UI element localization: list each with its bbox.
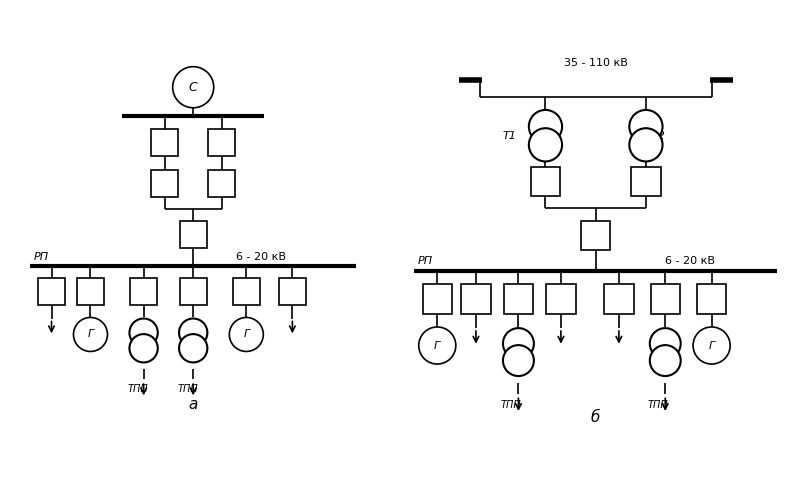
Bar [547, 284, 576, 314]
Text: T2: T2 [652, 130, 666, 141]
Circle shape [419, 327, 456, 364]
Bar [461, 284, 490, 314]
Text: a: a [188, 397, 198, 412]
Text: ТПП: ТПП [128, 384, 148, 394]
Bar [605, 284, 634, 314]
Circle shape [130, 334, 158, 362]
Circle shape [130, 318, 158, 347]
Circle shape [503, 345, 534, 376]
Bar [130, 279, 157, 305]
Bar [697, 284, 726, 314]
Circle shape [650, 328, 681, 359]
Text: б: б [591, 410, 601, 425]
Circle shape [172, 67, 214, 108]
Circle shape [179, 334, 208, 362]
Text: Г: Г [243, 329, 250, 339]
Bar [650, 284, 680, 314]
Circle shape [529, 110, 562, 143]
Circle shape [693, 327, 730, 364]
Text: T1: T1 [502, 130, 517, 141]
Circle shape [503, 328, 534, 359]
Text: ТПП: ТПП [648, 401, 669, 411]
Bar [180, 279, 207, 305]
Circle shape [229, 317, 263, 351]
Circle shape [73, 317, 108, 351]
Text: РП: РП [418, 256, 433, 266]
Text: Г: Г [88, 329, 93, 339]
Bar [423, 284, 452, 314]
Bar [631, 167, 661, 196]
Circle shape [529, 128, 562, 162]
Text: 6 - 20 кВ: 6 - 20 кВ [236, 252, 286, 262]
Bar [279, 279, 306, 305]
Text: 35 - 110 кВ: 35 - 110 кВ [564, 58, 628, 68]
Bar [180, 221, 207, 249]
Bar [151, 170, 179, 197]
Text: C: C [189, 81, 197, 94]
Bar [233, 279, 260, 305]
Circle shape [630, 128, 663, 162]
Bar [530, 167, 560, 196]
Text: ТПП: ТПП [501, 401, 522, 411]
Bar [151, 130, 179, 156]
Bar [581, 221, 610, 250]
Circle shape [630, 110, 663, 143]
Bar [504, 284, 533, 314]
Text: Г: Г [708, 340, 715, 350]
Bar [208, 130, 235, 156]
Circle shape [650, 345, 681, 376]
Bar [38, 279, 65, 305]
Text: ТПП: ТПП [177, 384, 198, 394]
Bar [208, 170, 235, 197]
Circle shape [179, 318, 208, 347]
Text: Г: Г [434, 340, 440, 350]
Text: 6 - 20 кВ: 6 - 20 кВ [665, 256, 716, 266]
Bar [77, 279, 104, 305]
Text: РП: РП [34, 252, 49, 262]
